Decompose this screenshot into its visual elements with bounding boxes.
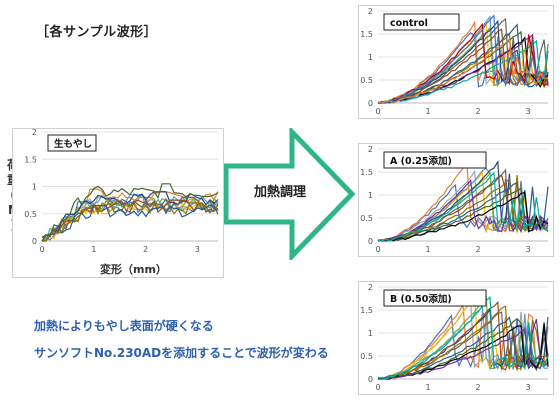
x-tick-label: 0: [375, 245, 380, 254]
panel-label: control: [390, 18, 428, 29]
panel-label: A (0.25添加): [390, 155, 452, 167]
process-arrow: [224, 128, 356, 260]
y-tick-label: 0: [368, 99, 373, 108]
process-label: 加熱調理: [254, 185, 307, 200]
series-line: [377, 174, 549, 242]
series-line: [378, 319, 549, 380]
x-tick-label: 0: [375, 383, 380, 392]
series-line: [378, 296, 549, 380]
x-tick-label: 1: [425, 383, 430, 392]
y-tick-label: 0: [368, 237, 373, 246]
x-tick-label: 0: [375, 107, 380, 116]
x-tick-label: 2: [143, 245, 148, 254]
series-line: [377, 36, 549, 104]
x-tick-label: 0: [39, 245, 44, 254]
page-heading: ［各サンプル波形］: [36, 25, 158, 40]
series-line: [377, 294, 549, 380]
x-tick-label: 1: [425, 107, 430, 116]
raw-sprouts-chart: 0 0.5 1 1.5 2 0 1 2 3 生もやし: [12, 128, 224, 278]
note-heating: 加熱によりもやし表面が硬くなる: [34, 319, 214, 333]
sample-b-chart: 0 0.5 1 1.5 2 0 1 2 3 B (0.50添加): [358, 281, 554, 395]
x-tick-label: 1: [91, 245, 96, 254]
panel-label-box: [383, 151, 487, 169]
y-tick-label: 1.5: [360, 306, 373, 315]
panel-label-box: [47, 134, 97, 152]
series-line: [377, 179, 549, 242]
series-line: [41, 191, 219, 239]
series-line: [377, 187, 549, 242]
y-tick-label: 0.5: [360, 76, 373, 85]
y-tick-label: 0.5: [360, 352, 373, 361]
series-line: [41, 196, 219, 242]
y-tick-label: 1.5: [360, 30, 373, 39]
y-tick-label: 1: [368, 329, 373, 338]
x-tick-label: 3: [525, 383, 530, 392]
sample-a-chart: 0 0.5 1 1.5 2 0 1 2 3 A (0.25添加): [358, 143, 554, 257]
panel-label-box: [383, 289, 487, 307]
series-line: [377, 305, 549, 380]
series-line: [41, 183, 219, 242]
x-axis-label: 変形（mm）: [100, 263, 167, 276]
x-tick-label: 3: [525, 107, 530, 116]
x-tick-label: 3: [525, 245, 530, 254]
y-tick-label: 2: [368, 145, 373, 154]
y-tick-label: 1.5: [360, 168, 373, 177]
panel-label-box: [383, 13, 460, 31]
x-tick-label: 2: [475, 245, 480, 254]
series-line: [377, 37, 549, 104]
y-tick-label: 2: [368, 283, 373, 292]
y-tick-label: 0.5: [360, 214, 373, 223]
note-additive: サンソフトNo.230ADを添加することで波形が変わる: [34, 346, 329, 360]
series-line: [378, 22, 549, 104]
y-tick-label: 0.5: [24, 210, 37, 219]
series-line: [41, 204, 219, 242]
x-tick-label: 3: [195, 245, 200, 254]
y-tick-label: 1.5: [24, 155, 37, 164]
panel-label: 生もやし: [54, 138, 92, 150]
y-tick-label: 0: [368, 375, 373, 384]
y-tick-label: 2: [32, 128, 37, 137]
y-tick-label: 1: [368, 191, 373, 200]
y-tick-label: 0: [32, 237, 37, 246]
x-tick-label: 2: [475, 107, 480, 116]
series-line: [377, 14, 549, 104]
x-tick-label: 1: [425, 245, 430, 254]
y-tick-label: 1: [368, 53, 373, 62]
y-tick-label: 1: [32, 183, 37, 192]
x-tick-label: 2: [475, 383, 480, 392]
series-line: [377, 169, 549, 242]
panel-label: B (0.50添加): [390, 293, 452, 305]
series-line: [42, 202, 219, 242]
control-chart: 0 0.5 1 1.5 2 0 1 2 3 control: [358, 5, 554, 119]
series-line: [378, 171, 549, 242]
series-line: [377, 191, 549, 242]
y-tick-label: 2: [368, 7, 373, 16]
series-line: [377, 39, 549, 104]
